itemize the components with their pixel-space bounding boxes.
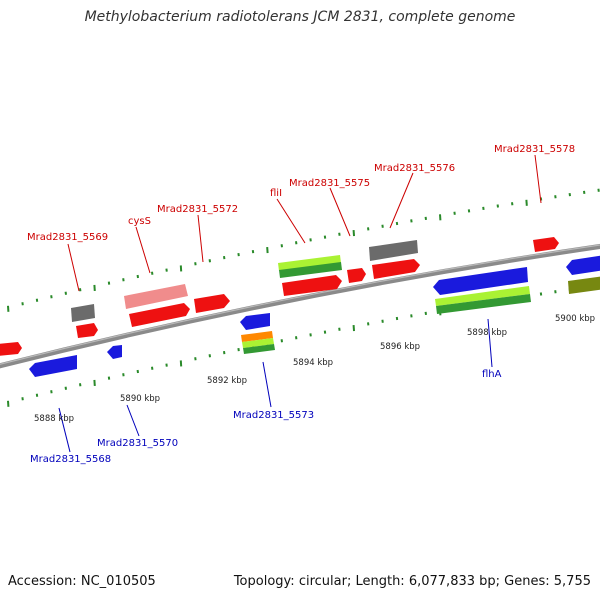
gene-forward[interactable]: [347, 268, 366, 283]
chromosome-backbone: [0, 243, 600, 369]
gene-pseudo[interactable]: [369, 240, 418, 261]
gene-forward[interactable]: [76, 323, 98, 338]
gene-label-forward[interactable]: Mrad2831_5576: [374, 163, 455, 174]
gene-forward[interactable]: [129, 303, 190, 327]
label-leader-lines: [58, 154, 542, 453]
gene-label-forward[interactable]: Mrad2831_5569: [27, 232, 108, 243]
accession-label: Accession:: [8, 574, 77, 589]
length-value: 6,077,833 bp: [408, 574, 496, 589]
length-label: Length:: [355, 574, 405, 589]
gene-orange[interactable]: [241, 331, 273, 342]
genes-label: Genes:: [504, 574, 550, 589]
axis-label: 5900 kbp: [555, 314, 595, 324]
gene-label-reverse[interactable]: flhA: [482, 369, 502, 380]
genome-summary: Topology: circular; Length: 6,077,833 bp…: [233, 574, 591, 589]
axis-labels: 5888 kbp 5890 kbp 5892 kbp 5894 kbp 5896…: [34, 314, 595, 424]
gene-label-forward[interactable]: Mrad2831_5578: [494, 144, 575, 155]
accession-info: Accession: NC_010505: [8, 574, 156, 589]
gene-rna-light[interactable]: [435, 286, 530, 306]
gene-forward[interactable]: [533, 237, 559, 252]
gene-rna-dark[interactable]: [279, 262, 342, 278]
axis-label: 5888 kbp: [34, 414, 74, 424]
axis-label: 5898 kbp: [467, 328, 507, 338]
gene-rna-light[interactable]: [242, 338, 274, 348]
gene-rna-dark[interactable]: [436, 294, 531, 314]
axis-label: 5890 kbp: [120, 394, 160, 404]
axis-label: 5894 kbp: [293, 358, 333, 368]
gene-label-forward[interactable]: Mrad2831_5575: [289, 178, 370, 189]
gene-reverse[interactable]: [29, 355, 77, 377]
topology-value: circular: [298, 574, 347, 589]
map-title: Methylobacterium radiotolerans JCM 2831,…: [84, 9, 516, 25]
gene-forward[interactable]: [194, 294, 230, 313]
genes-value: 5,755: [553, 574, 591, 589]
gene-forward[interactable]: [0, 342, 22, 356]
gene-forward[interactable]: [282, 275, 342, 296]
gene-rna-dark[interactable]: [243, 344, 275, 354]
gene-reverse[interactable]: [433, 267, 528, 295]
gene-label-forward[interactable]: Mrad2831_5572: [157, 204, 238, 215]
gene-highlight[interactable]: [124, 284, 188, 309]
axis-label: 5892 kbp: [207, 376, 247, 386]
gene-label-reverse[interactable]: Mrad2831_5568: [30, 454, 111, 465]
gene-reverse[interactable]: [240, 313, 270, 330]
gene-rna-light[interactable]: [278, 255, 341, 271]
gene-pseudo[interactable]: [71, 304, 95, 322]
accession-value: NC_010505: [80, 574, 156, 589]
gene-label-forward[interactable]: cysS: [128, 216, 151, 227]
gene-label-reverse[interactable]: Mrad2831_5570: [97, 438, 178, 449]
gene-reverse[interactable]: [107, 345, 122, 359]
axis-label: 5896 kbp: [380, 342, 420, 352]
gene-features: [0, 237, 600, 377]
gene-olive[interactable]: [568, 276, 600, 294]
gene-label-reverse[interactable]: Mrad2831_5573: [233, 410, 314, 421]
gene-forward[interactable]: [372, 259, 420, 279]
gene-reverse[interactable]: [566, 255, 600, 275]
chromosome-backbone-highlight: [0, 244, 600, 365]
topology-label: Topology:: [233, 574, 295, 589]
gene-label-forward[interactable]: fliI: [270, 188, 282, 199]
